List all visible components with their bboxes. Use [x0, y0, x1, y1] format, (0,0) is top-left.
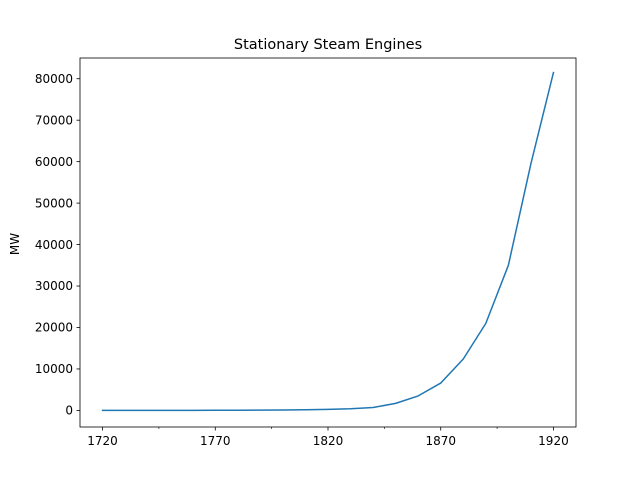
x-tick-label: 1770 — [200, 434, 231, 448]
x-tick-label: 1720 — [87, 434, 118, 448]
y-tick-label: 10000 — [35, 362, 73, 376]
x-tick-label: 1920 — [538, 434, 569, 448]
y-tick-label: 60000 — [35, 155, 73, 169]
chart-title: Stationary Steam Engines — [234, 37, 422, 53]
x-tick-label: 1820 — [313, 434, 344, 448]
y-tick-label: 70000 — [35, 113, 73, 127]
y-tick-label: 50000 — [35, 196, 73, 210]
x-tick-label: 1870 — [425, 434, 456, 448]
y-tick-label: 80000 — [35, 72, 73, 86]
y-tick-label: 30000 — [35, 279, 73, 293]
y-tick-label: 40000 — [35, 238, 73, 252]
plot-area: 1720 1770 1820 1870 1920 0 10000 20000 30000 4000… — [35, 57, 577, 448]
y-tick-label: 0 — [65, 404, 73, 418]
y-tick-label: 20000 — [35, 321, 73, 335]
series-line — [101, 71, 555, 412]
y-axis-label: MW — [8, 233, 22, 255]
